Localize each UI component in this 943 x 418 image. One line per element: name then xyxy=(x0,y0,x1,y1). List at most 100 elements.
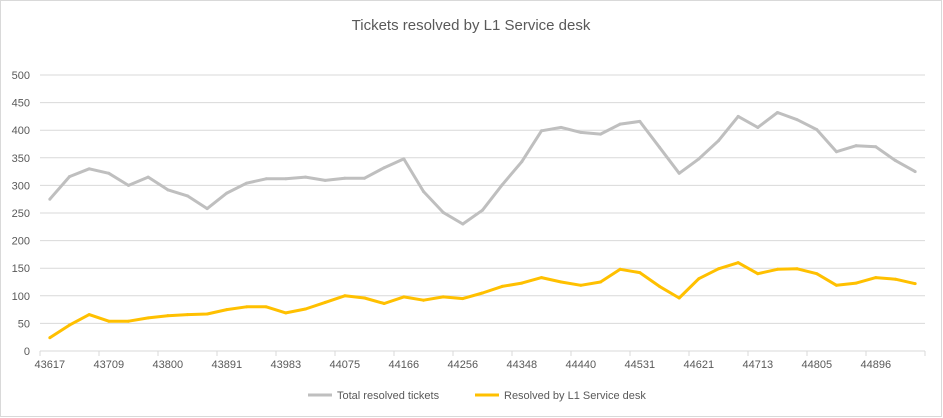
data-point xyxy=(638,119,642,123)
data-point xyxy=(618,267,622,271)
data-point xyxy=(913,170,917,174)
data-point xyxy=(68,323,71,327)
data-point xyxy=(107,171,111,175)
data-point xyxy=(304,307,307,311)
data-point xyxy=(776,267,779,271)
data-point xyxy=(146,316,150,320)
data-point xyxy=(402,157,406,161)
data-point xyxy=(166,314,170,318)
data-point xyxy=(658,284,661,288)
data-point xyxy=(382,302,386,306)
data-point xyxy=(481,208,484,212)
data-point xyxy=(402,295,406,299)
data-point xyxy=(835,283,838,287)
x-tick-label: 43891 xyxy=(212,359,243,371)
data-point xyxy=(677,296,681,300)
data-point xyxy=(186,194,189,198)
legend-label: Resolved by L1 Service desk xyxy=(504,390,646,402)
data-point xyxy=(461,297,465,301)
data-point xyxy=(127,319,130,323)
data-point xyxy=(225,308,229,312)
data-point xyxy=(284,311,288,315)
data-point xyxy=(284,177,288,181)
x-tick-label: 44256 xyxy=(448,359,479,371)
data-point xyxy=(323,178,327,182)
data-point xyxy=(343,176,347,180)
data-point xyxy=(382,166,386,170)
data-point xyxy=(894,277,897,281)
data-point xyxy=(186,313,189,317)
y-tick-label: 0 xyxy=(24,346,30,358)
data-point xyxy=(638,271,642,275)
data-point xyxy=(658,145,661,149)
data-point xyxy=(717,139,720,143)
data-point xyxy=(500,183,504,187)
data-point xyxy=(854,144,858,148)
data-point xyxy=(736,114,740,118)
x-tick-label: 44348 xyxy=(507,359,538,371)
data-point xyxy=(756,272,760,276)
data-point xyxy=(815,272,819,276)
data-point xyxy=(579,283,583,287)
data-point xyxy=(68,175,71,179)
data-point xyxy=(441,295,445,299)
data-point xyxy=(225,191,229,195)
data-point xyxy=(500,284,504,288)
data-point xyxy=(776,111,779,115)
data-point xyxy=(618,122,622,126)
legend-label: Total resolved tickets xyxy=(337,390,440,402)
chart-title: Tickets resolved by L1 Service desk xyxy=(352,17,591,34)
data-point xyxy=(245,181,248,185)
data-point xyxy=(520,281,524,285)
x-tick-label: 44713 xyxy=(743,359,774,371)
y-tick-label: 100 xyxy=(12,291,30,303)
y-tick-label: 300 xyxy=(12,180,30,192)
data-point xyxy=(48,336,52,340)
y-tick-label: 350 xyxy=(12,153,30,165)
data-point xyxy=(264,305,268,309)
x-tick-label: 44621 xyxy=(684,359,715,371)
data-point xyxy=(874,276,878,280)
x-tick-label: 44440 xyxy=(566,359,597,371)
data-point xyxy=(422,298,425,302)
data-point xyxy=(48,197,52,201)
data-point xyxy=(599,280,602,284)
data-point xyxy=(717,267,720,271)
data-point xyxy=(323,300,327,304)
x-tick-label: 44531 xyxy=(625,359,656,371)
data-point xyxy=(481,291,484,295)
x-tick-label: 44166 xyxy=(389,359,420,371)
data-point xyxy=(697,277,701,281)
x-tick-label: 43983 xyxy=(271,359,302,371)
data-point xyxy=(166,188,170,192)
x-tick-label: 43800 xyxy=(153,359,184,371)
data-point xyxy=(205,312,209,316)
y-tick-label: 200 xyxy=(12,236,30,248)
data-point xyxy=(677,171,681,175)
data-point xyxy=(264,177,268,181)
data-point xyxy=(87,167,91,171)
legend-item: Total resolved tickets xyxy=(308,390,440,402)
data-point xyxy=(146,175,150,179)
data-point xyxy=(540,129,543,133)
data-point xyxy=(559,125,563,129)
data-point xyxy=(559,280,563,284)
data-point xyxy=(874,145,878,149)
y-tick-label: 150 xyxy=(12,263,30,275)
data-point xyxy=(835,150,838,154)
data-point xyxy=(697,157,701,161)
data-point xyxy=(795,267,799,271)
data-point xyxy=(795,118,799,122)
data-point xyxy=(422,189,425,193)
x-tick-label: 43617 xyxy=(35,359,66,371)
x-tick-label: 44805 xyxy=(802,359,833,371)
data-point xyxy=(363,176,366,180)
data-point xyxy=(127,183,130,187)
data-point xyxy=(245,305,248,309)
data-point xyxy=(736,261,740,265)
data-point xyxy=(913,282,917,286)
data-point xyxy=(107,319,111,323)
y-tick-label: 250 xyxy=(12,208,30,220)
data-point xyxy=(304,175,307,179)
